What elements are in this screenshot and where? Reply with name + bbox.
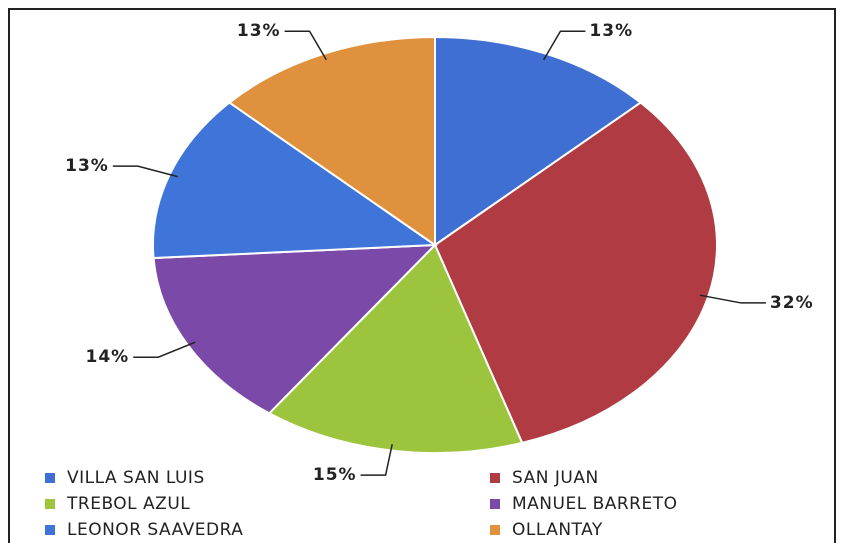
legend-swatch (45, 473, 55, 483)
legend-label: TREBOL AZUL (66, 494, 190, 514)
frame (8, 8, 836, 543)
data-label: 13% (65, 156, 109, 176)
data-label: 32% (770, 293, 814, 313)
data-label: 13% (237, 21, 281, 41)
data-label: 14% (86, 347, 130, 367)
leader-line (284, 30, 328, 61)
legend-label: LEONOR SAAVEDRA (67, 520, 243, 540)
leader-line (360, 444, 393, 476)
legend-swatch (490, 473, 500, 483)
leader-line (112, 165, 178, 178)
data-label: 13% (589, 21, 633, 41)
legend-label: SAN JUAN (512, 468, 599, 488)
legend-label: MANUEL BARRETO (512, 494, 678, 514)
legend-label: OLLANTAY (512, 520, 603, 540)
leader-line (699, 294, 766, 304)
leader-line (542, 30, 586, 61)
leader-line (133, 341, 196, 358)
legend-swatch (490, 525, 500, 535)
legend-swatch (45, 525, 55, 535)
legend-label: VILLA SAN LUIS (67, 468, 205, 488)
data-label: 15% (313, 465, 357, 485)
legend-swatch (490, 499, 500, 509)
legend-swatch (45, 499, 55, 509)
